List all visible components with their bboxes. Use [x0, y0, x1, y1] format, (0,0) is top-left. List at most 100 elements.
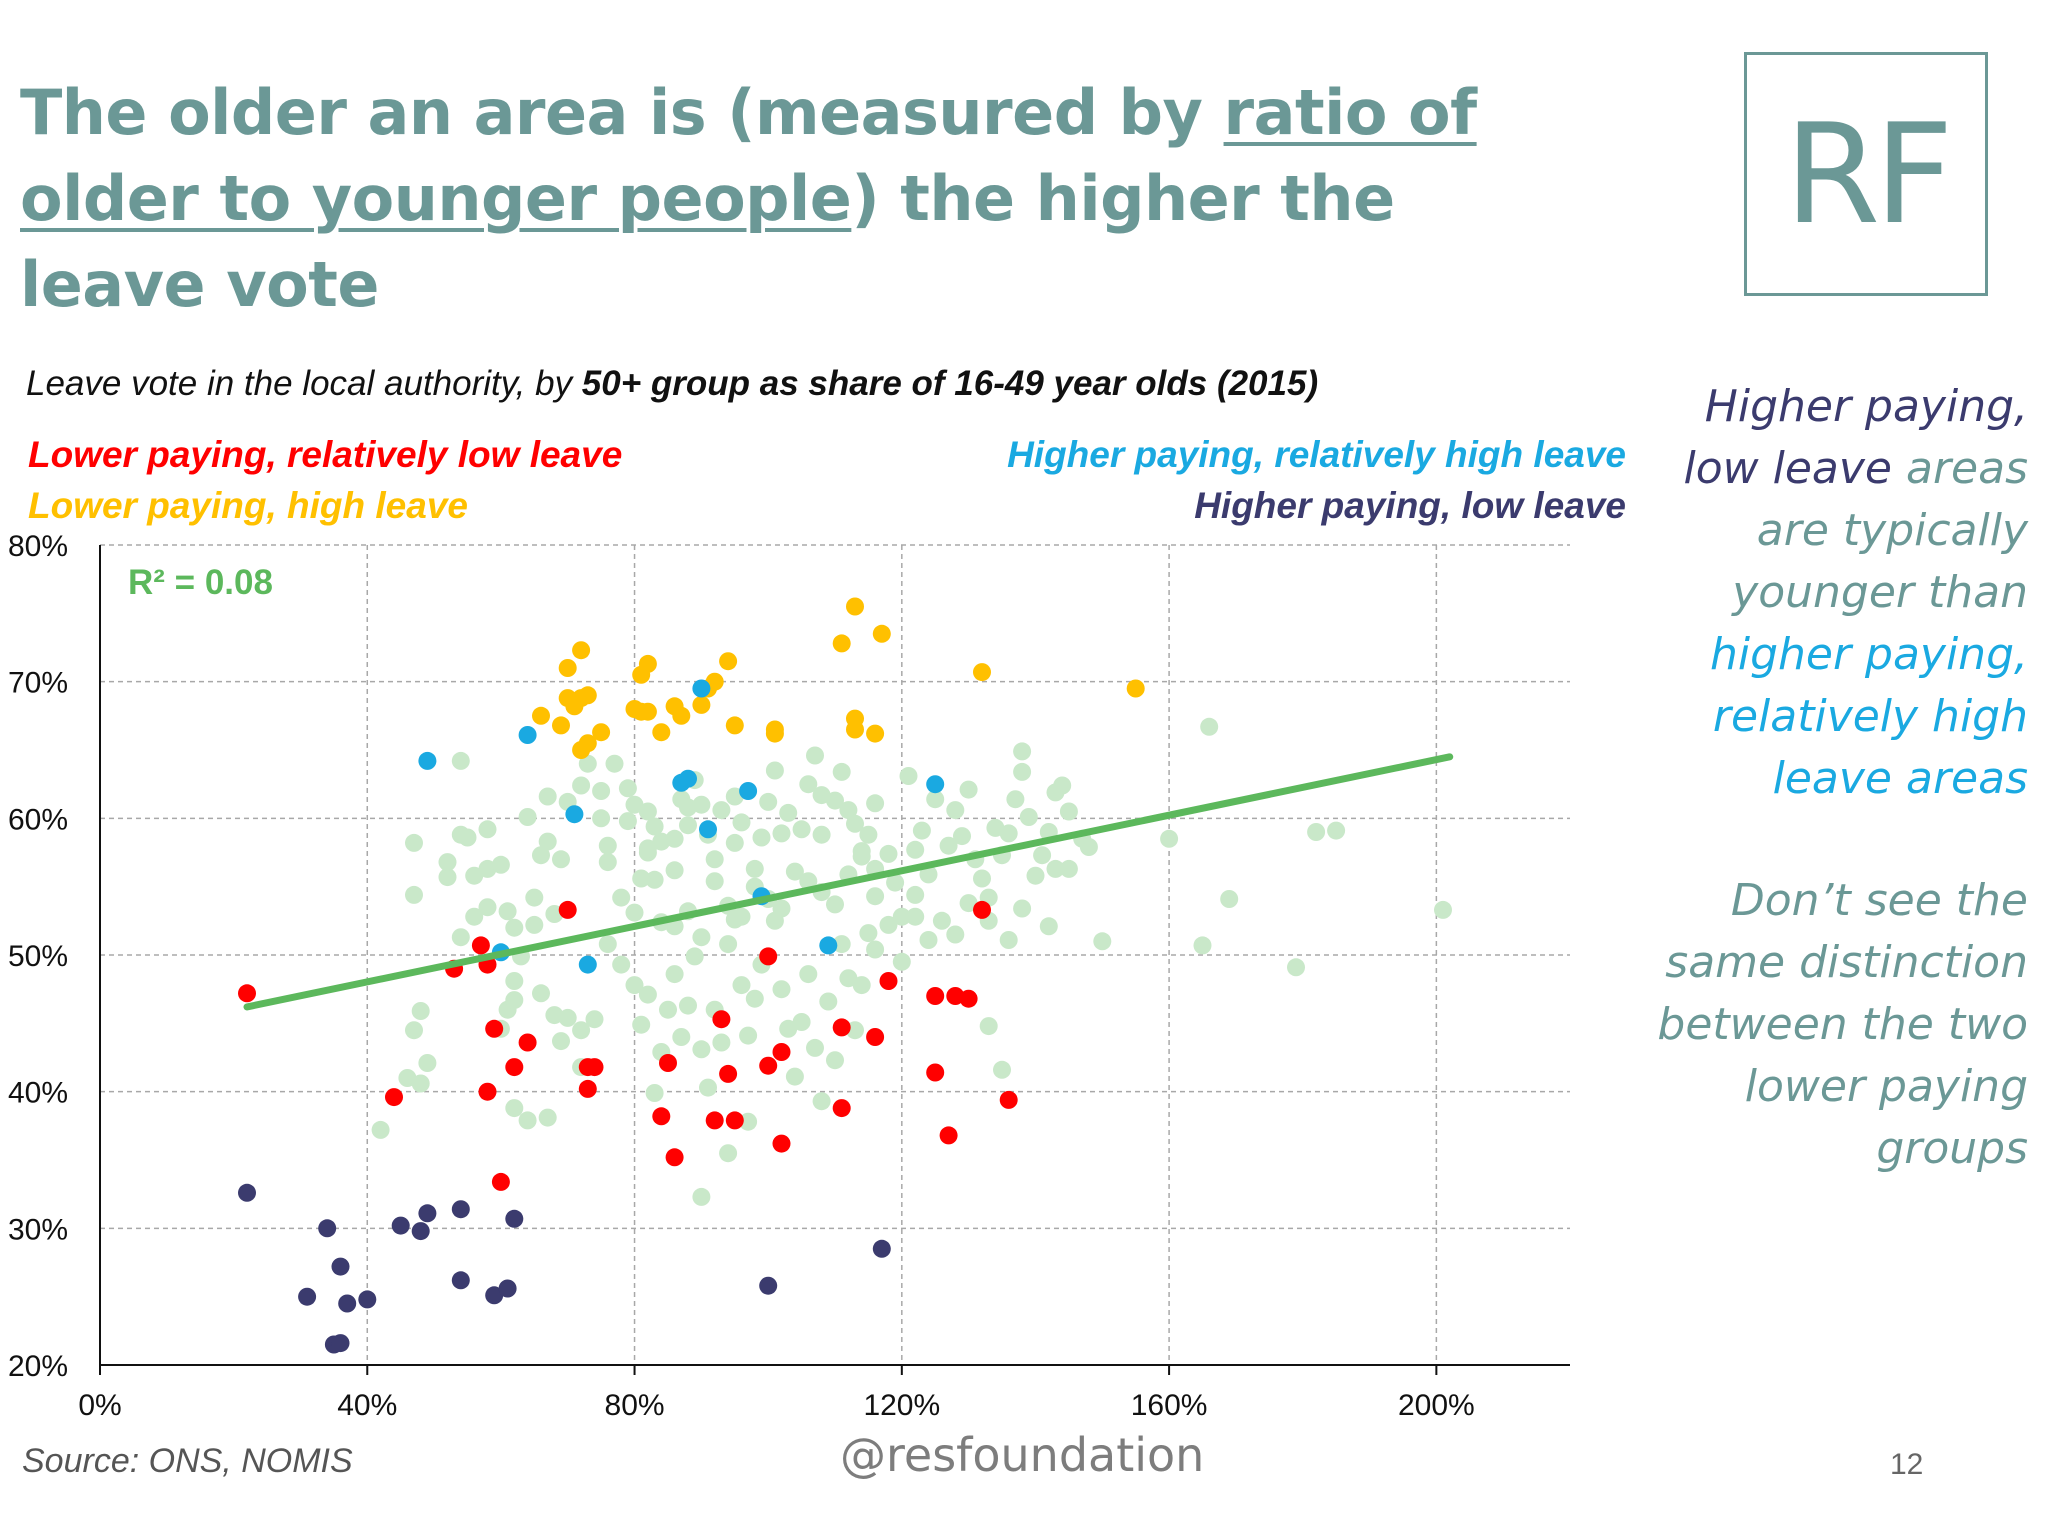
data-point	[866, 794, 885, 813]
data-point	[1013, 899, 1032, 918]
data-point	[538, 1108, 557, 1127]
data-point	[538, 787, 557, 806]
data-point	[872, 624, 891, 643]
data-point	[692, 1187, 711, 1206]
data-point	[932, 911, 951, 930]
data-point	[585, 1010, 604, 1029]
data-point	[759, 792, 778, 811]
data-point	[438, 853, 457, 872]
data-point	[939, 836, 958, 855]
data-point	[973, 663, 991, 682]
data-point	[852, 847, 871, 866]
data-point	[692, 795, 711, 814]
y-tick-label: 80%	[8, 530, 68, 563]
data-point	[926, 1063, 945, 1082]
data-point	[411, 1002, 430, 1020]
data-point	[953, 827, 971, 846]
data-point	[1200, 717, 1219, 736]
data-point	[538, 832, 557, 851]
data-point	[491, 855, 510, 874]
data-point	[839, 969, 858, 988]
data-point	[785, 1067, 804, 1086]
data-point	[832, 762, 851, 781]
data-point	[505, 972, 524, 990]
data-point	[792, 820, 811, 839]
data-point	[859, 825, 878, 844]
data-point	[765, 761, 784, 780]
data-point	[585, 1058, 604, 1077]
title-after: ) the higher the leave vote	[20, 162, 1395, 321]
data-point	[665, 1148, 684, 1167]
data-point	[505, 1058, 524, 1077]
data-point	[832, 634, 851, 653]
side-note-age: Higher paying, low leave areas are typic…	[1628, 376, 2028, 810]
data-point	[759, 947, 778, 966]
side-note-part2: areas are typically younger than	[1732, 443, 2028, 618]
data-point	[705, 850, 724, 869]
data-point	[879, 844, 898, 863]
data-point	[371, 1120, 390, 1139]
chart-title-bold: 50+ group as share of 16-49 year olds (2…	[581, 364, 1319, 403]
data-point	[672, 1028, 691, 1046]
data-point	[418, 1054, 437, 1072]
data-point	[806, 746, 824, 765]
data-point	[525, 888, 544, 907]
data-point	[632, 869, 651, 888]
data-point	[792, 1013, 811, 1031]
twitter-handle[interactable]: @resfoundation	[840, 1428, 1205, 1482]
data-point	[772, 1043, 791, 1061]
r-squared-label: R² = 0.08	[128, 563, 273, 602]
data-point	[1287, 958, 1305, 977]
data-point	[725, 833, 744, 852]
data-point	[859, 924, 878, 943]
data-point	[1046, 783, 1065, 802]
title-link[interactable]: ratio of older to younger people	[20, 76, 1477, 235]
series-higher-paying-low-leave	[238, 1183, 891, 1354]
data-point	[385, 1088, 403, 1107]
data-point	[765, 724, 784, 743]
data-point	[739, 1026, 758, 1045]
data-point	[846, 814, 864, 833]
data-point	[705, 672, 724, 691]
data-point	[872, 1239, 891, 1258]
data-point	[1079, 838, 1098, 856]
data-point	[451, 751, 470, 770]
data-point	[1059, 859, 1078, 878]
data-point	[618, 812, 637, 831]
data-point	[826, 791, 844, 810]
data-point	[645, 817, 664, 836]
legend-entry: Higher paying, relatively high leave	[1007, 434, 1626, 475]
x-tick-label: 200%	[1398, 1389, 1475, 1422]
data-point	[418, 751, 437, 770]
data-point	[712, 801, 731, 820]
data-point	[819, 936, 838, 955]
data-point	[298, 1287, 317, 1306]
data-point	[692, 1040, 711, 1059]
data-point	[799, 965, 818, 984]
data-point	[739, 1112, 758, 1131]
data-point	[919, 865, 938, 884]
data-point	[238, 984, 256, 1003]
grid-lines	[100, 544, 1570, 1365]
data-point	[645, 870, 664, 889]
data-point	[732, 976, 751, 995]
legend-entry: Lower paying, relatively low leave	[28, 434, 622, 475]
data-point	[558, 900, 577, 919]
data-point	[451, 928, 470, 947]
data-point	[1160, 829, 1179, 848]
data-point	[572, 641, 591, 660]
data-point	[438, 868, 457, 887]
data-point	[719, 935, 738, 954]
data-point	[672, 706, 691, 725]
data-point	[578, 686, 597, 705]
data-point	[518, 1111, 537, 1130]
data-point	[578, 734, 597, 753]
data-point	[846, 720, 864, 739]
data-point	[318, 1219, 337, 1238]
data-point	[625, 976, 644, 995]
title-before: The older an area is (measured by	[20, 76, 1224, 149]
data-point	[665, 829, 684, 848]
data-point	[699, 1078, 717, 1097]
data-point	[993, 1060, 1011, 1079]
